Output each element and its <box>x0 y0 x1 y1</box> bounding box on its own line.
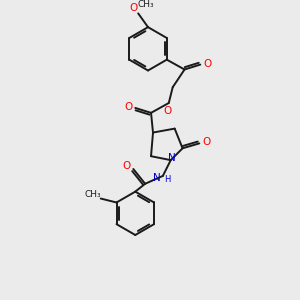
Text: O: O <box>203 58 211 69</box>
Text: N: N <box>168 153 176 163</box>
Text: O: O <box>124 102 133 112</box>
Text: CH₃: CH₃ <box>138 0 154 9</box>
Text: O: O <box>202 137 210 147</box>
Text: CH₃: CH₃ <box>85 190 101 199</box>
Text: O: O <box>164 106 172 116</box>
Text: N: N <box>153 173 161 183</box>
Text: O: O <box>129 3 137 14</box>
Text: H: H <box>165 175 171 184</box>
Text: O: O <box>122 161 130 171</box>
